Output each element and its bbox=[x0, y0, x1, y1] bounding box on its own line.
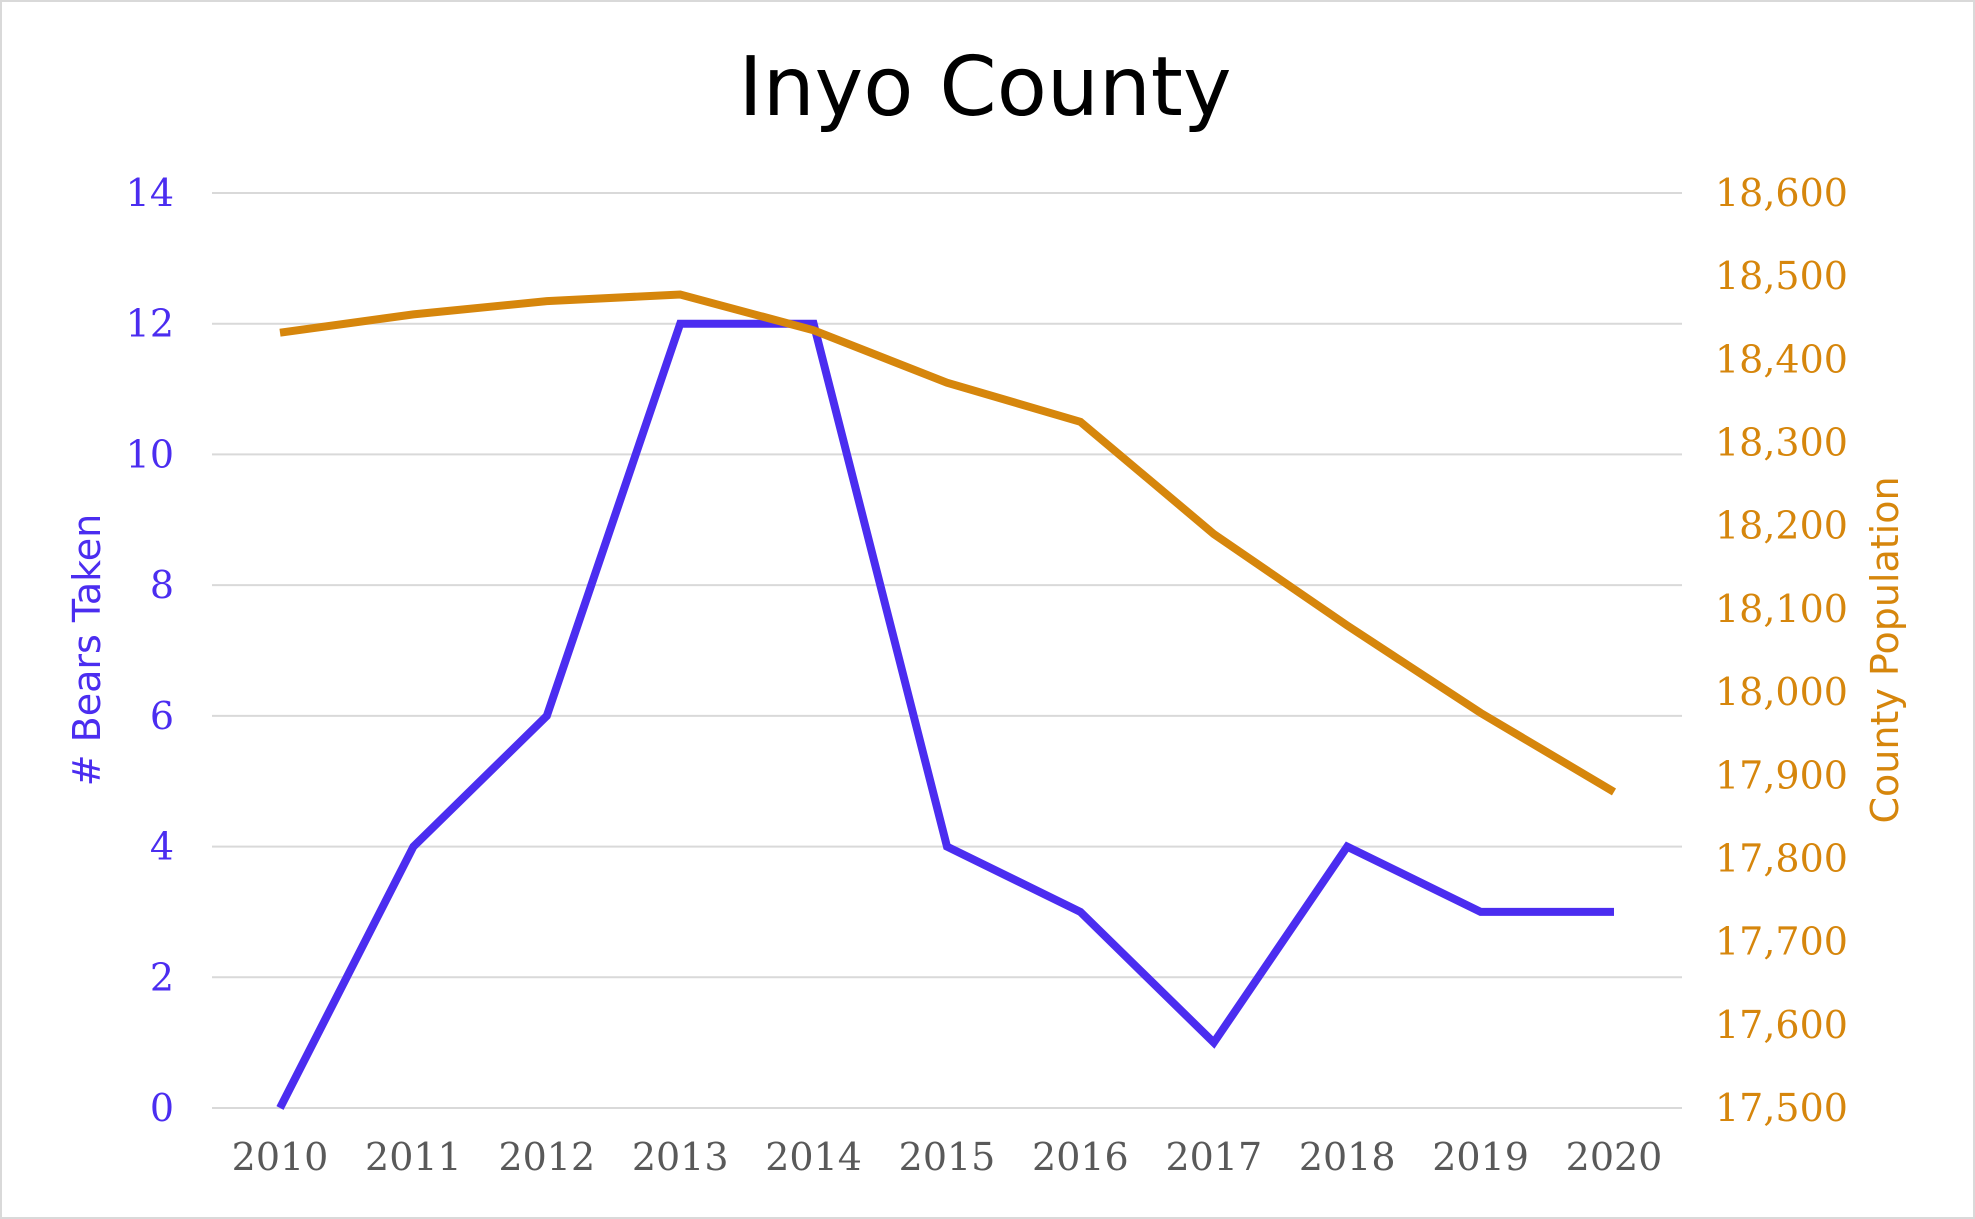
right-tick-label: 17,700 bbox=[1715, 920, 1848, 964]
x-tick-label: 2011 bbox=[365, 1135, 462, 1179]
series-lines bbox=[276, 290, 1617, 1110]
x-tick-label: 2019 bbox=[1432, 1135, 1529, 1179]
right-tick-label: 18,300 bbox=[1715, 421, 1848, 465]
right-tick-label: 17,600 bbox=[1715, 1003, 1848, 1047]
left-tick-label: 4 bbox=[150, 825, 174, 869]
right-tick-label: 17,500 bbox=[1715, 1086, 1848, 1130]
right-tick-label: 17,900 bbox=[1715, 753, 1848, 797]
x-tick-label: 2012 bbox=[498, 1135, 595, 1179]
x-tick-label: 2013 bbox=[632, 1135, 729, 1179]
x-tick-label: 2016 bbox=[1032, 1135, 1129, 1179]
left-tick-label: 0 bbox=[150, 1086, 174, 1130]
left-tick-label: 12 bbox=[126, 302, 174, 346]
left-axis-label: # Bears Taken bbox=[65, 514, 109, 786]
right-axis-ticks: 17,500 17,600 17,700 17,800 17,900 18,000 18,1… bbox=[1715, 171, 1848, 1130]
right-axis-label: County Population bbox=[1863, 476, 1907, 823]
right-tick-label: 18,600 bbox=[1715, 171, 1848, 215]
right-tick-label: 18,200 bbox=[1715, 504, 1848, 548]
right-tick-label: 18,500 bbox=[1715, 254, 1848, 298]
gridlines bbox=[212, 192, 1682, 1109]
right-tick-label: 18,400 bbox=[1715, 337, 1848, 381]
chart-title: Inyo County bbox=[739, 40, 1232, 135]
left-axis-ticks: 0 2 4 6 8 10 12 14 bbox=[126, 171, 174, 1130]
population-line bbox=[279, 290, 1617, 796]
x-tick-label: 2020 bbox=[1566, 1135, 1663, 1179]
left-tick-label: 14 bbox=[126, 171, 174, 215]
x-tick-label: 2015 bbox=[899, 1135, 996, 1179]
x-tick-label: 2017 bbox=[1165, 1135, 1262, 1179]
right-tick-label: 18,000 bbox=[1715, 670, 1848, 714]
x-tick-label: 2010 bbox=[232, 1135, 329, 1179]
x-tick-label: 2014 bbox=[765, 1135, 862, 1179]
x-axis-ticks: 2010 2011 2012 2013 2014 2015 2016 2017 2018 2019… bbox=[232, 1135, 1663, 1179]
left-tick-label: 6 bbox=[150, 694, 174, 738]
right-tick-label: 18,100 bbox=[1715, 587, 1848, 631]
right-tick-label: 17,800 bbox=[1715, 836, 1848, 880]
left-tick-label: 8 bbox=[150, 563, 174, 607]
left-tick-label: 2 bbox=[150, 955, 174, 999]
left-tick-label: 10 bbox=[126, 432, 174, 476]
x-tick-label: 2018 bbox=[1299, 1135, 1396, 1179]
